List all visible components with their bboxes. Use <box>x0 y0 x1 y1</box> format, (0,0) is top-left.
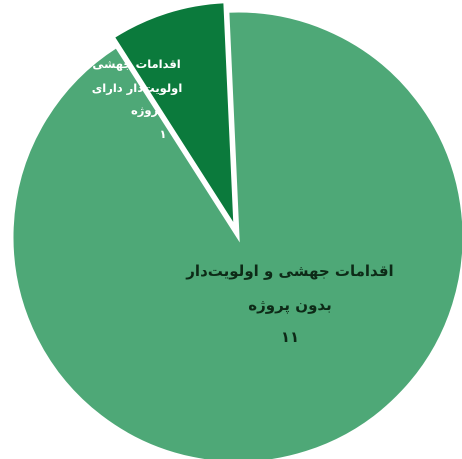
slice-label-small-line-2: اولویت‌دار دارای <box>92 81 183 96</box>
slice-label-large-line-2: بدون پروژه <box>248 296 331 315</box>
slice-label-large-line-1: اقدامات جهشی و اولویت‌دار <box>185 262 393 280</box>
slice-value-large: ۱۱ <box>281 328 299 346</box>
slice-label-small-line-3: پروژه <box>131 103 163 118</box>
slice-label-large: اقدامات جهشی و اولویت‌دار بدون پروژه ۱۱ <box>185 262 393 346</box>
pie-slice-2 <box>111 0 237 233</box>
pie-slices <box>10 0 462 459</box>
pie-slice-1 <box>10 9 462 459</box>
slice-value-small: ۱ <box>159 127 166 141</box>
slice-label-small-line-1: اقدامات جهشی و <box>80 57 180 72</box>
slice-label-small: اقدامات جهشی و اولویت‌دار دارای پروژه ۱ <box>80 57 182 141</box>
